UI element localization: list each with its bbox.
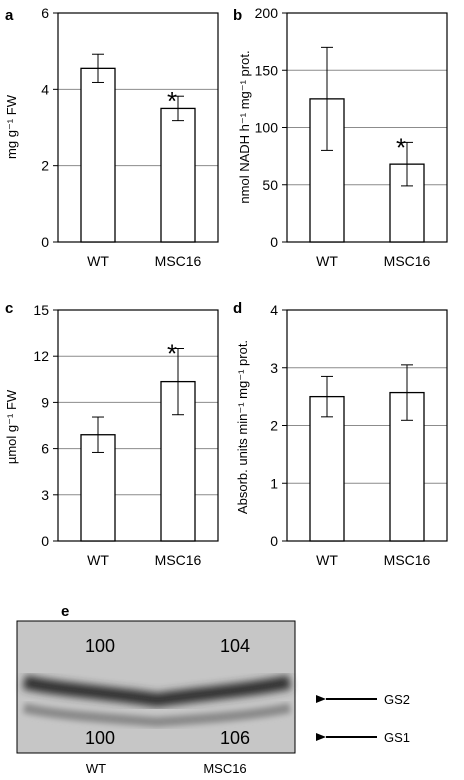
x-tick-label: WT bbox=[316, 552, 338, 568]
gs2-label: GS2 bbox=[384, 692, 410, 707]
panel-letter-b: b bbox=[233, 7, 242, 24]
panel-letter-e: e bbox=[61, 603, 69, 620]
x-tick-label: MSC16 bbox=[384, 552, 431, 568]
chart-panel-b: nmol NADH h⁻¹ mg⁻¹ prot. 0 50 100 150 200 WT M… bbox=[237, 5, 448, 269]
bar bbox=[160, 107, 196, 243]
panel-letter: e bbox=[61, 603, 69, 620]
gs1-band bbox=[22, 703, 291, 728]
y-tick-label: 2 bbox=[41, 158, 49, 174]
x-tick-label: WT bbox=[87, 253, 109, 269]
western-blot-panel: 100 104 100 106 GS2 GS1 WT MSC16 bbox=[16, 620, 410, 776]
y-axis-label: mg g⁻¹ FW bbox=[4, 94, 19, 159]
y-tick-label: 4 bbox=[270, 302, 278, 318]
gs1-msc16-value: 106 bbox=[220, 728, 250, 748]
x-tick-label: MSC16 bbox=[155, 253, 202, 269]
plot-frame bbox=[57, 12, 219, 243]
y-tick-label: 0 bbox=[270, 234, 278, 250]
panel-letter: a bbox=[5, 7, 14, 24]
y-axis-label: µmol g⁻¹ FW bbox=[4, 389, 19, 464]
gs2-msc16-value: 104 bbox=[220, 636, 250, 656]
plot-frame bbox=[57, 309, 219, 542]
gs1-label: GS1 bbox=[384, 730, 410, 745]
y-axis-label: nmol NADH h⁻¹ mg⁻¹ prot. bbox=[237, 50, 252, 203]
y-tick-label: 3 bbox=[270, 360, 278, 376]
y-tick-label: 6 bbox=[41, 441, 49, 457]
panel-letter: d bbox=[233, 300, 242, 317]
significance-star: * bbox=[167, 86, 177, 116]
x-tick-label: MSC16 bbox=[384, 253, 431, 269]
y-tick-label: 0 bbox=[270, 533, 278, 549]
chart-panel-d: Absorb. units min⁻¹ mg⁻¹ prot. 0 1 2 3 4 WT MS… bbox=[235, 302, 448, 568]
y-tick-label: 150 bbox=[255, 62, 279, 78]
y-tick-label: 4 bbox=[41, 81, 49, 97]
y-tick-label: 1 bbox=[270, 475, 278, 491]
y-tick-label: 15 bbox=[33, 302, 49, 318]
y-tick-label: 200 bbox=[255, 5, 279, 21]
gs2-band bbox=[22, 675, 292, 708]
y-tick-label: 50 bbox=[262, 177, 278, 193]
y-axis-label: Absorb. units min⁻¹ mg⁻¹ prot. bbox=[235, 340, 250, 514]
y-tick-label: 9 bbox=[41, 394, 49, 410]
bar bbox=[309, 395, 345, 542]
significance-star: * bbox=[167, 339, 177, 369]
y-tick-label: 0 bbox=[41, 533, 49, 549]
significance-star: * bbox=[396, 132, 406, 162]
chart-panel-a: mg g⁻¹ FW 0 2 4 6 WT MSC16 * bbox=[4, 5, 219, 269]
y-tick-label: 3 bbox=[41, 487, 49, 503]
panel-letter-c: c bbox=[5, 300, 13, 317]
lane-label-msc16: MSC16 bbox=[203, 761, 246, 776]
y-tick-label: 100 bbox=[255, 120, 279, 136]
panel-letter-d: d bbox=[233, 300, 242, 317]
y-tick-label: 6 bbox=[41, 5, 49, 21]
y-tick-label: 2 bbox=[270, 418, 278, 434]
x-tick-label: WT bbox=[87, 552, 109, 568]
lane-label-wt: WT bbox=[86, 761, 106, 776]
gs1-wt-value: 100 bbox=[85, 728, 115, 748]
chart-panel-c: µmol g⁻¹ FW 0 3 6 9 12 15 WT MSC16 * bbox=[4, 302, 219, 568]
y-tick-label: 12 bbox=[33, 348, 49, 364]
panel-letter-a: a bbox=[5, 7, 14, 24]
y-tick-label: 0 bbox=[41, 234, 49, 250]
x-tick-label: MSC16 bbox=[155, 552, 202, 568]
panel-letter: b bbox=[233, 7, 242, 24]
gs2-wt-value: 100 bbox=[85, 636, 115, 656]
x-tick-label: WT bbox=[316, 253, 338, 269]
panel-letter: c bbox=[5, 300, 13, 317]
bar bbox=[80, 67, 116, 243]
